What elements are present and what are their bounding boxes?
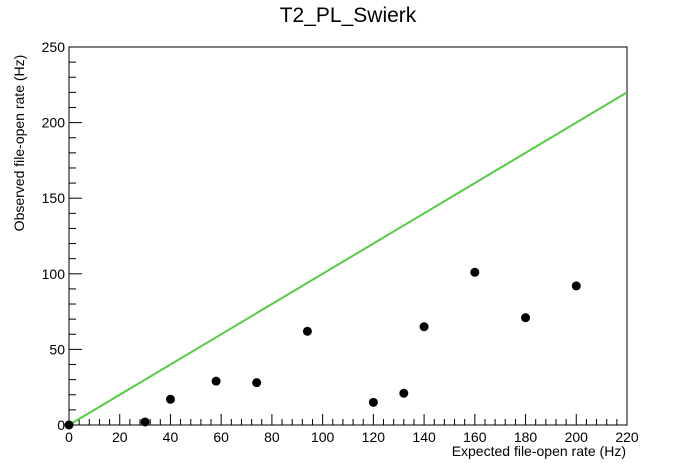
data-point	[571, 281, 581, 291]
data-point	[470, 267, 480, 277]
reference-line	[68, 91, 628, 426]
y-tick-label: 100	[42, 266, 66, 282]
x-tick-label: 100	[311, 429, 335, 445]
y-tick-label: 250	[42, 39, 66, 55]
data-point	[521, 313, 531, 323]
data-point	[211, 376, 221, 386]
x-tick-label: 180	[514, 429, 538, 445]
x-tick-label: 160	[463, 429, 487, 445]
data-point	[302, 326, 312, 336]
plot-frame	[68, 46, 628, 426]
y-tick-label: 200	[42, 115, 66, 131]
x-tick-label: 120	[362, 429, 386, 445]
x-tick-label: 220	[615, 429, 639, 445]
x-tick-label: 0	[65, 429, 73, 445]
data-point	[399, 388, 409, 398]
y-tick-label: 150	[42, 190, 66, 206]
x-tick-label: 140	[412, 429, 436, 445]
data-point	[165, 394, 175, 404]
y-axis-label: Observed file-open rate (Hz)	[11, 54, 27, 232]
y-tick-label: 0	[57, 417, 65, 433]
x-tick-label: 40	[163, 429, 179, 445]
y-tick-label: 50	[49, 341, 65, 357]
x-tick-label: 80	[264, 429, 280, 445]
data-point	[368, 397, 378, 407]
data-point	[140, 417, 150, 427]
x-tick-label: 200	[565, 429, 589, 445]
data-point	[252, 378, 262, 388]
data-point	[419, 322, 429, 332]
x-tick-label: 60	[213, 429, 229, 445]
x-tick-label: 20	[112, 429, 128, 445]
x-axis-label: Expected file-open rate (Hz)	[451, 443, 626, 459]
data-point	[64, 420, 74, 430]
chart-title: T2_PL_Swierk	[279, 4, 417, 27]
